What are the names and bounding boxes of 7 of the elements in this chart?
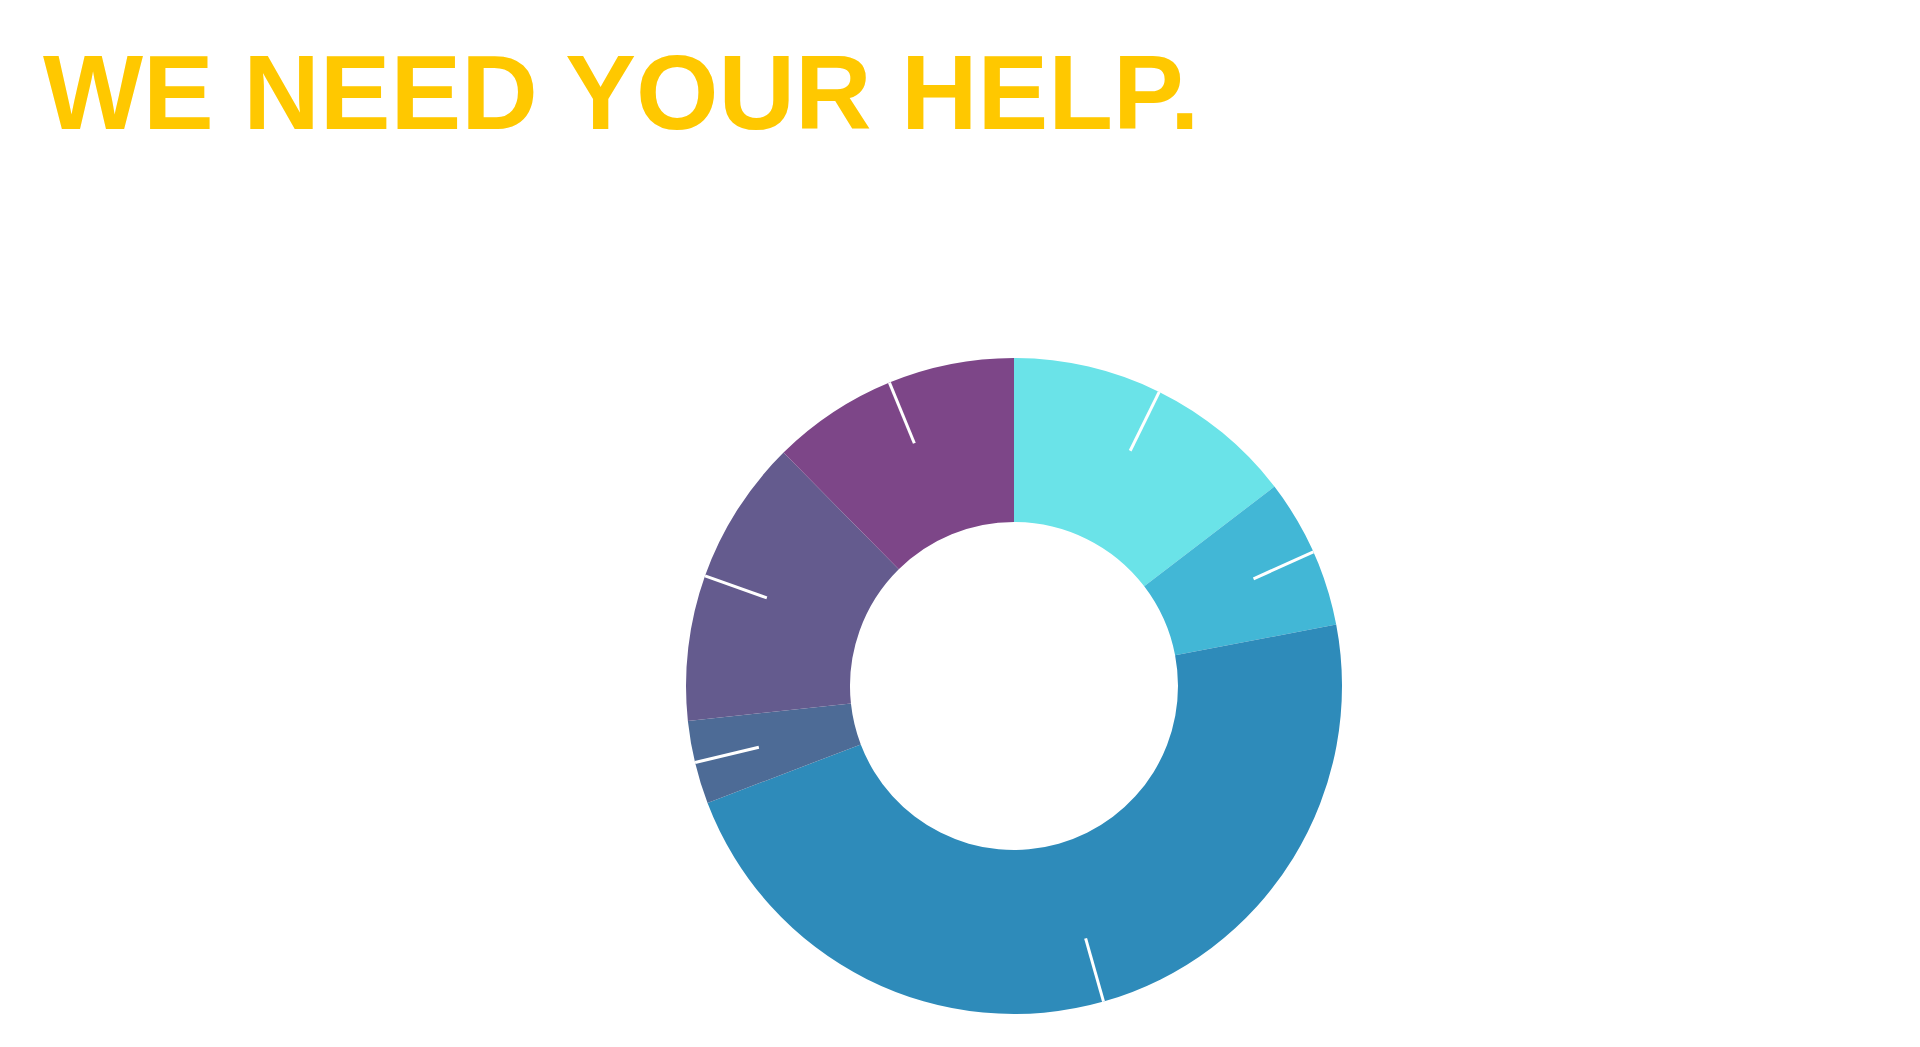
donut-slice [1144,486,1337,656]
donut-slice [707,624,1342,1014]
chart-title: WE NEED YOUR HELP. [43,33,1200,151]
donut-slice [687,703,861,803]
donut-slice [1014,358,1275,587]
donut-slice [686,452,899,721]
donut-slice [783,358,1014,570]
